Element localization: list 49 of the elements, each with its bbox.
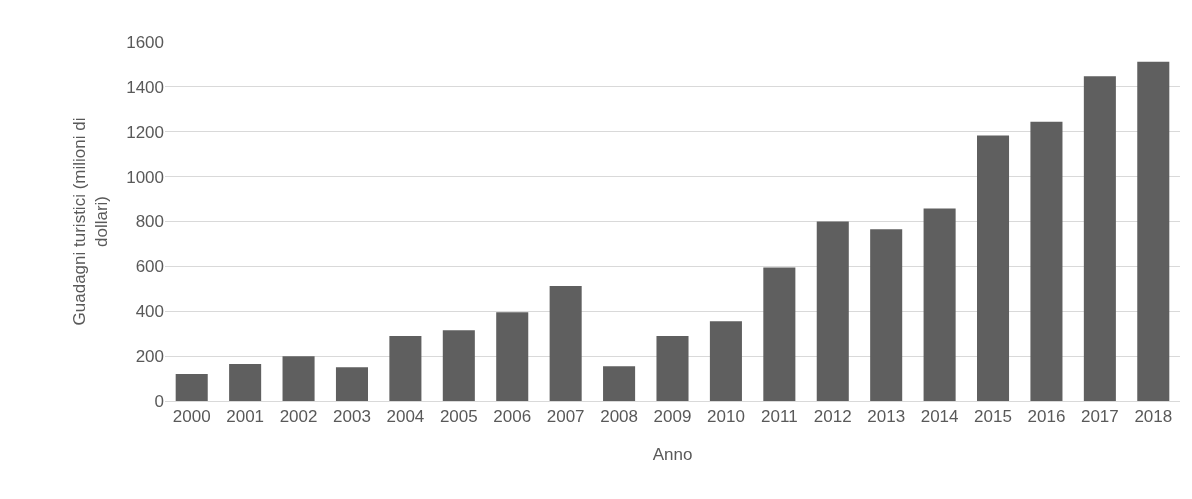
x-tick-label: 2012: [813, 407, 852, 427]
x-tick-label: 2016: [1027, 407, 1066, 427]
bar: [870, 229, 903, 401]
x-tick-label: 2002: [279, 407, 318, 427]
y-tick-label: 1200: [126, 122, 164, 142]
bar: [335, 367, 368, 401]
x-tick-label: 2018: [1134, 407, 1173, 427]
x-tick-label: 2007: [546, 407, 585, 427]
bar: [389, 335, 422, 401]
bar: [496, 312, 529, 401]
x-tick-label: 2003: [333, 407, 371, 427]
x-tick-label: 2000: [172, 407, 211, 427]
x-tick-label: 2010: [707, 407, 745, 427]
x-tick-label: 2014: [920, 407, 959, 427]
y-tick-label: 200: [135, 347, 164, 367]
x-tick-label: 2017: [1080, 407, 1119, 427]
bar: [175, 374, 208, 401]
y-tick-label: 1600: [126, 32, 164, 52]
y-tick-label: 400: [135, 302, 164, 322]
y-tick-label: 1000: [126, 167, 164, 187]
x-tick-label: 2015: [974, 407, 1012, 427]
x-tick-label: 2006: [493, 407, 532, 427]
x-tick-label: 2013: [867, 407, 906, 427]
bar: [977, 135, 1010, 401]
bar: [282, 356, 315, 401]
bar: [603, 366, 636, 401]
x-tick-label: 2004: [386, 407, 425, 427]
y-tick-label: 0: [154, 391, 164, 411]
bar: [709, 321, 742, 401]
x-axis-title: Anno: [652, 444, 693, 464]
y-tick-label: 800: [135, 212, 164, 232]
x-tick-label: 2005: [439, 407, 478, 427]
x-tick-label: 2001: [226, 407, 265, 427]
bar: [1137, 61, 1170, 401]
x-tick-label: 2011: [761, 407, 798, 427]
bar: [1030, 121, 1063, 401]
bar: [923, 208, 956, 401]
bar: [442, 330, 475, 401]
y-axis-title: Guadagni turistici (milioni di dollari): [69, 117, 111, 326]
bar: [1083, 76, 1116, 401]
x-tick-label: 2009: [653, 407, 692, 427]
y-tick-label: 600: [135, 257, 164, 277]
bar: [763, 267, 796, 401]
bar: [549, 286, 582, 401]
x-tick-label: 2008: [600, 407, 638, 427]
bar: [656, 335, 689, 401]
bar: [816, 221, 849, 401]
y-tick-label: 1400: [126, 77, 164, 97]
bar: [229, 363, 262, 401]
